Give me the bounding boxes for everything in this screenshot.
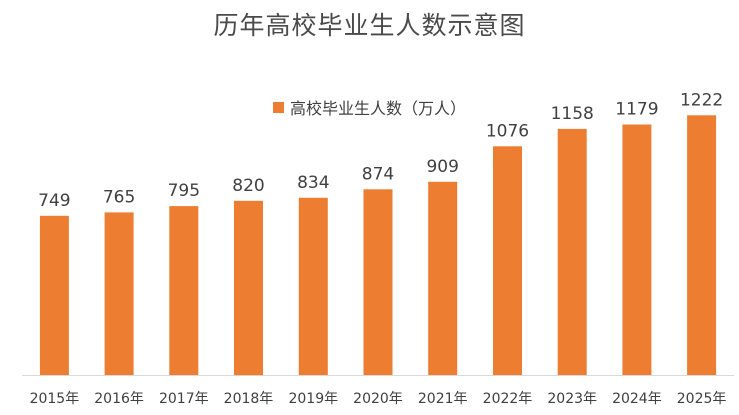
bar (363, 189, 393, 375)
data-label: 820 (232, 176, 264, 196)
bar (687, 115, 717, 376)
bar (39, 215, 69, 375)
x-tick-label: 2019年 (288, 391, 338, 407)
bar (234, 200, 263, 376)
bar (428, 181, 458, 375)
legend: 高校毕业生人数（万人） (0, 95, 739, 119)
chart-title: 历年高校毕业生人数示意图 (213, 11, 526, 40)
x-tick-label: 2015年 (30, 391, 80, 407)
bar (622, 124, 652, 375)
data-label: 1222 (680, 90, 723, 110)
bar (493, 146, 522, 375)
bar (169, 206, 199, 375)
data-label: 834 (297, 173, 329, 193)
x-tick-label: 2021年 (418, 391, 468, 407)
x-tick-label: 2024年 (612, 391, 662, 407)
data-label: 795 (168, 181, 200, 201)
data-label: 1158 (551, 104, 594, 124)
x-tick-label: 2023年 (547, 391, 597, 407)
bar (104, 212, 134, 375)
x-tick-label: 2017年 (159, 391, 209, 407)
data-label: 1179 (615, 100, 658, 120)
bar (557, 128, 587, 375)
data-label: 749 (38, 191, 70, 211)
x-tick-label: 2022年 (483, 391, 533, 407)
data-label: 765 (103, 187, 135, 207)
x-tick-label: 2018年 (224, 391, 274, 407)
data-label: 874 (362, 164, 394, 184)
bar (298, 197, 328, 375)
data-label: 1076 (486, 121, 529, 141)
x-tick-label: 2020年 (353, 391, 403, 407)
legend-label: 高校毕业生人数（万人） (289, 99, 466, 118)
x-tick-label: 2016年 (94, 391, 144, 407)
data-label: 909 (426, 157, 458, 177)
x-tick-label: 2025年 (677, 391, 727, 407)
legend-swatch (272, 101, 284, 113)
